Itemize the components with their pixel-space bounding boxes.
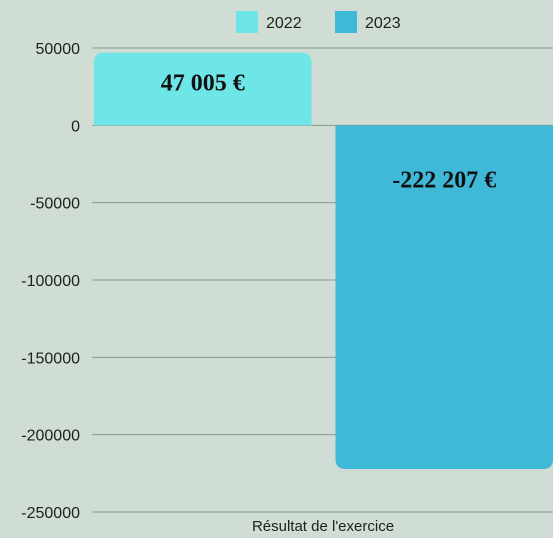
bar-2023	[335, 125, 553, 470]
y-tick-label: 0	[71, 118, 80, 135]
y-tick-label: 50000	[36, 41, 81, 58]
legend: 2022 2023	[236, 11, 401, 33]
y-axis-ticks: 50000 0 -50000 -100000 -150000 -200000 -250000	[21, 41, 80, 522]
data-labels: 47 005 € -222 207 €	[161, 71, 497, 194]
y-tick-label: -50000	[30, 196, 80, 213]
legend-label-2022: 2022	[266, 15, 302, 32]
legend-swatch-2023	[335, 11, 357, 33]
bar-2022	[94, 52, 312, 126]
data-label-2023: -222 207 €	[392, 167, 496, 193]
bars	[94, 52, 553, 470]
category-label: Résultat de l'exercice	[252, 518, 394, 535]
legend-swatch-2022	[236, 11, 258, 33]
y-tick-label: -100000	[21, 273, 80, 290]
y-tick-label: -200000	[21, 428, 80, 445]
y-tick-label: -250000	[21, 505, 80, 522]
legend-label-2023: 2023	[365, 15, 401, 32]
data-label-2022: 47 005 €	[161, 71, 245, 97]
y-tick-label: -150000	[21, 350, 80, 367]
